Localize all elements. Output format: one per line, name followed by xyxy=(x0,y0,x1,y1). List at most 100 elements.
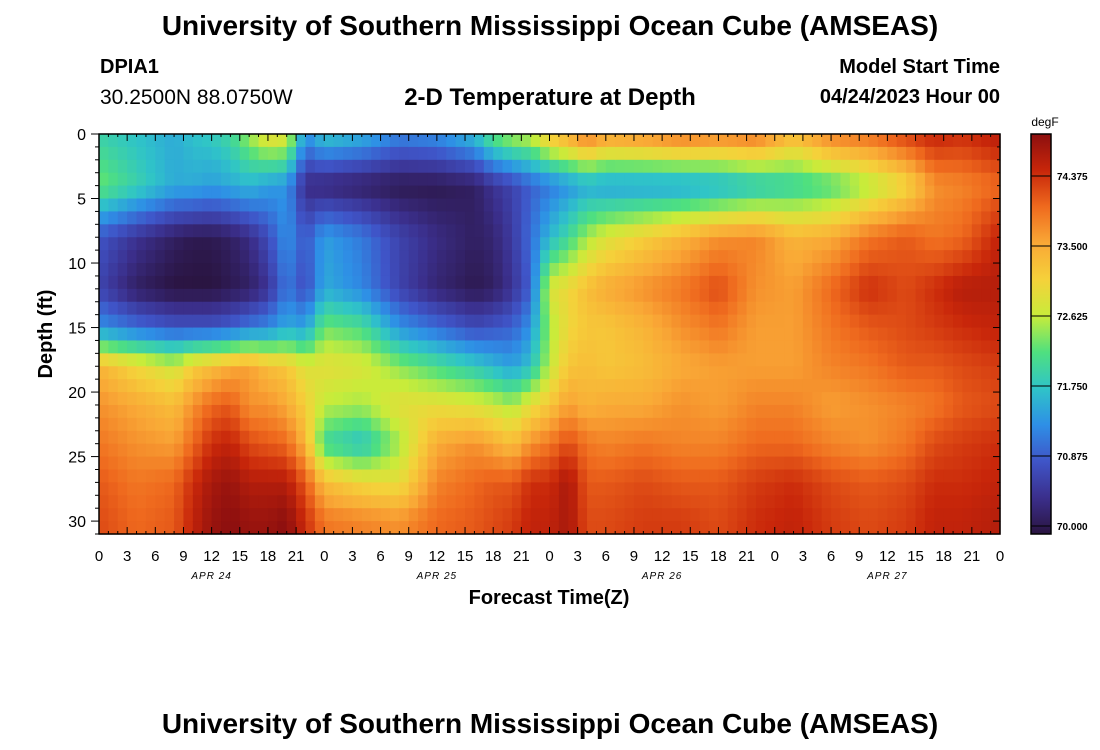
heatmap-cell xyxy=(699,146,710,161)
heatmap-cell xyxy=(314,430,325,445)
heatmap-cell xyxy=(343,275,354,290)
heatmap-cell xyxy=(859,288,870,303)
heatmap-cell xyxy=(906,146,917,161)
heatmap-cell xyxy=(202,392,213,406)
heatmap-cell xyxy=(943,301,954,316)
heatmap-cell xyxy=(774,417,785,432)
heatmap-cell xyxy=(267,159,278,174)
heatmap-cell xyxy=(680,237,691,251)
heatmap-cell xyxy=(211,443,222,458)
heatmap-cell xyxy=(155,263,166,277)
heatmap-cell xyxy=(446,508,457,522)
heatmap-cell xyxy=(530,237,541,251)
heatmap-cell xyxy=(483,224,494,238)
heatmap-cell xyxy=(718,392,729,406)
heatmap-cell xyxy=(99,134,109,148)
heatmap-cell xyxy=(249,430,260,445)
heatmap-cell xyxy=(380,443,391,458)
heatmap-cell xyxy=(699,288,710,303)
heatmap-cell xyxy=(427,288,438,303)
heatmap-cell xyxy=(652,250,663,264)
heatmap-cell xyxy=(605,495,616,509)
heatmap-cell xyxy=(117,353,128,367)
heatmap-cell xyxy=(812,392,823,406)
heatmap-cell xyxy=(831,379,842,393)
heatmap-cell xyxy=(418,314,429,329)
heatmap-cell xyxy=(624,366,635,380)
heatmap-cell xyxy=(286,263,297,277)
heatmap-cell xyxy=(324,211,335,225)
heatmap-cell xyxy=(286,443,297,458)
heatmap-cell xyxy=(981,211,992,225)
heatmap-cell xyxy=(108,185,119,200)
heatmap-cell xyxy=(859,263,870,277)
heatmap-cell xyxy=(577,404,588,419)
heatmap-cell xyxy=(465,288,476,303)
heatmap-cell xyxy=(896,288,907,303)
heatmap-cell xyxy=(408,495,419,509)
heatmap-cell xyxy=(755,495,766,509)
heatmap-cell xyxy=(145,172,156,187)
x-tick-label: 0 xyxy=(771,548,779,565)
heatmap-cell xyxy=(709,417,720,432)
station-coordinates: 30.2500N 88.0750W xyxy=(100,86,293,109)
heatmap-cell xyxy=(774,392,785,406)
heatmap-cell xyxy=(239,482,250,496)
heatmap-cell xyxy=(530,301,541,316)
heatmap-cell xyxy=(117,314,128,329)
heatmap-cell xyxy=(380,288,391,303)
heatmap-cell xyxy=(127,340,138,354)
heatmap-cell xyxy=(455,237,466,251)
colorbar-tick-label: 70.875 xyxy=(1057,452,1088,463)
heatmap-cell xyxy=(859,495,870,509)
heatmap-cell xyxy=(455,469,466,483)
heatmap-cell xyxy=(174,198,185,213)
heatmap-cell xyxy=(314,185,325,200)
heatmap-cell xyxy=(474,327,485,342)
heatmap-cell xyxy=(230,340,241,354)
heatmap-cell xyxy=(596,495,607,509)
heatmap-cell xyxy=(962,379,973,393)
heatmap-cell xyxy=(174,288,185,303)
heatmap-cell xyxy=(577,495,588,509)
heatmap-cell xyxy=(99,172,109,187)
heatmap-cell xyxy=(831,469,842,483)
heatmap-cell xyxy=(493,288,504,303)
heatmap-cell xyxy=(211,224,222,238)
heatmap-cell xyxy=(558,327,569,342)
heatmap-cell xyxy=(277,275,288,290)
heatmap-cell xyxy=(549,327,560,342)
heatmap-cell xyxy=(455,392,466,406)
x-tick-label: 12 xyxy=(203,548,220,565)
heatmap-cell xyxy=(587,327,598,342)
heatmap-cell xyxy=(211,237,222,251)
heatmap-cell xyxy=(587,456,598,471)
heatmap-cell xyxy=(202,417,213,432)
heatmap-cell xyxy=(934,211,945,225)
heatmap-cell xyxy=(314,146,325,161)
heatmap-cell xyxy=(971,134,982,148)
heatmap-cell xyxy=(230,353,241,367)
heatmap-cell xyxy=(981,469,992,483)
heatmap-cell xyxy=(953,404,964,419)
heatmap-cell xyxy=(755,521,766,535)
heatmap-cell xyxy=(840,379,851,393)
heatmap-cell xyxy=(230,430,241,445)
x-tick-label: 9 xyxy=(179,548,187,565)
heatmap-cell xyxy=(333,404,344,419)
heatmap-cell xyxy=(755,430,766,445)
heatmap-cell xyxy=(174,301,185,316)
heatmap-cell xyxy=(737,521,748,535)
heatmap-cell xyxy=(568,275,579,290)
heatmap-cell xyxy=(127,275,138,290)
heatmap-cell xyxy=(540,224,551,238)
heatmap-cell xyxy=(802,134,813,148)
heatmap-cell xyxy=(427,159,438,174)
heatmap-cell xyxy=(164,314,175,329)
heatmap-cell xyxy=(540,443,551,458)
heatmap-cell xyxy=(305,404,316,419)
heatmap-cell xyxy=(821,456,832,471)
heatmap-cell xyxy=(136,211,147,225)
heatmap-cell xyxy=(709,340,720,354)
heatmap-cell xyxy=(267,482,278,496)
